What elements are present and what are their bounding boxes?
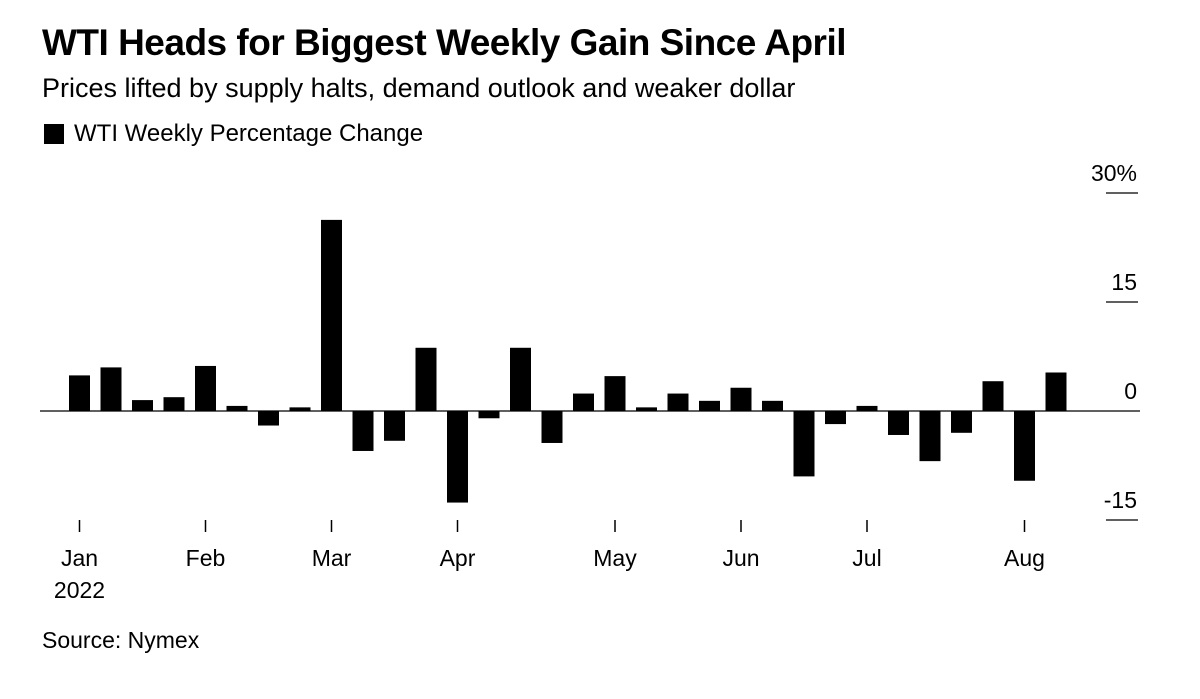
bar: [541, 411, 563, 443]
bar: [195, 365, 216, 411]
bar: [100, 367, 122, 411]
bar: [856, 405, 878, 411]
bar: [132, 400, 153, 411]
source-note: Source: Nymex: [42, 627, 200, 653]
bar: [1014, 411, 1035, 481]
legend-swatch: [44, 124, 64, 144]
y-tick-label: -15: [1104, 487, 1137, 513]
x-tick-label: Apr: [440, 545, 476, 571]
bar: [69, 375, 90, 411]
bar: [573, 393, 594, 411]
bar: [699, 400, 720, 411]
bar: [321, 219, 342, 411]
bar: [415, 347, 437, 411]
bar: [762, 400, 783, 411]
x-tick-label: Jun: [722, 545, 759, 571]
x-tick-label: Jul: [852, 545, 881, 571]
bar: [919, 411, 941, 462]
bar: [258, 411, 279, 426]
x-tick-label: Jan: [61, 545, 98, 571]
bar: [447, 411, 468, 503]
bar: [730, 387, 752, 411]
y-tick-label: 0: [1124, 378, 1137, 404]
chart-subtitle: Prices lifted by supply halts, demand ou…: [42, 73, 796, 103]
bar: [352, 411, 374, 451]
bar: [793, 411, 815, 477]
x-tick-label: Feb: [186, 545, 226, 571]
bar: [636, 407, 657, 411]
bar: [510, 347, 531, 411]
bar: [163, 397, 185, 411]
bar: [289, 407, 311, 411]
bar: [384, 411, 405, 441]
bar: [226, 405, 248, 411]
legend-label: WTI Weekly Percentage Change: [74, 120, 424, 147]
bar: [825, 411, 846, 425]
y-tick-label: 30%: [1091, 160, 1137, 186]
x-year-label: 2022: [54, 577, 105, 603]
chart-title: WTI Heads for Biggest Weekly Gain Since …: [42, 22, 847, 63]
y-tick-label: 15: [1111, 269, 1137, 295]
bar: [478, 411, 500, 419]
x-tick-label: Mar: [312, 545, 352, 571]
bar: [982, 381, 1004, 411]
legend: WTI Weekly Percentage Change: [44, 120, 423, 148]
bar: [1045, 372, 1067, 411]
x-tick-label: May: [593, 545, 637, 571]
bar: [888, 411, 909, 435]
bar: [951, 411, 972, 433]
x-tick-label: Aug: [1004, 545, 1045, 571]
bar: [604, 376, 626, 411]
bar: [667, 393, 689, 411]
